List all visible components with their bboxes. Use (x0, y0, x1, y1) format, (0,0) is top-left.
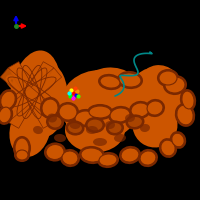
Ellipse shape (108, 122, 122, 134)
Ellipse shape (125, 114, 135, 122)
Ellipse shape (89, 106, 111, 118)
Ellipse shape (75, 111, 95, 125)
Ellipse shape (161, 140, 175, 156)
Bar (8, 62, 54, 128)
Bar (0, 68, 62, 122)
Ellipse shape (121, 148, 139, 162)
Ellipse shape (105, 121, 115, 129)
Ellipse shape (128, 116, 142, 128)
Ellipse shape (15, 138, 29, 158)
Ellipse shape (81, 148, 103, 162)
Ellipse shape (42, 99, 58, 117)
Ellipse shape (159, 71, 177, 85)
Ellipse shape (75, 67, 145, 133)
Ellipse shape (147, 101, 163, 115)
Ellipse shape (119, 73, 141, 87)
Ellipse shape (165, 77, 185, 93)
Bar (0, 68, 62, 122)
Ellipse shape (127, 68, 183, 132)
Ellipse shape (68, 122, 82, 134)
Ellipse shape (54, 134, 66, 142)
Ellipse shape (48, 116, 62, 128)
Bar (8, 62, 54, 128)
Ellipse shape (70, 121, 80, 129)
Ellipse shape (172, 133, 184, 147)
Ellipse shape (99, 154, 117, 166)
Ellipse shape (46, 144, 64, 160)
Ellipse shape (62, 151, 78, 165)
Ellipse shape (140, 124, 150, 132)
Ellipse shape (114, 134, 126, 142)
Ellipse shape (47, 113, 57, 123)
Ellipse shape (59, 104, 77, 120)
Ellipse shape (135, 65, 185, 125)
Ellipse shape (0, 107, 11, 123)
Ellipse shape (33, 126, 43, 134)
Ellipse shape (132, 102, 178, 148)
Ellipse shape (182, 91, 194, 109)
Ellipse shape (60, 70, 140, 140)
Ellipse shape (140, 151, 156, 165)
Ellipse shape (9, 103, 51, 157)
Ellipse shape (177, 105, 193, 125)
Ellipse shape (9, 50, 61, 140)
Ellipse shape (22, 63, 68, 137)
Ellipse shape (1, 91, 15, 109)
Ellipse shape (16, 150, 28, 160)
Ellipse shape (86, 126, 98, 134)
Ellipse shape (100, 76, 120, 88)
Ellipse shape (110, 108, 130, 122)
Ellipse shape (87, 119, 103, 131)
Ellipse shape (65, 108, 125, 152)
Ellipse shape (131, 103, 149, 117)
Ellipse shape (93, 138, 107, 146)
